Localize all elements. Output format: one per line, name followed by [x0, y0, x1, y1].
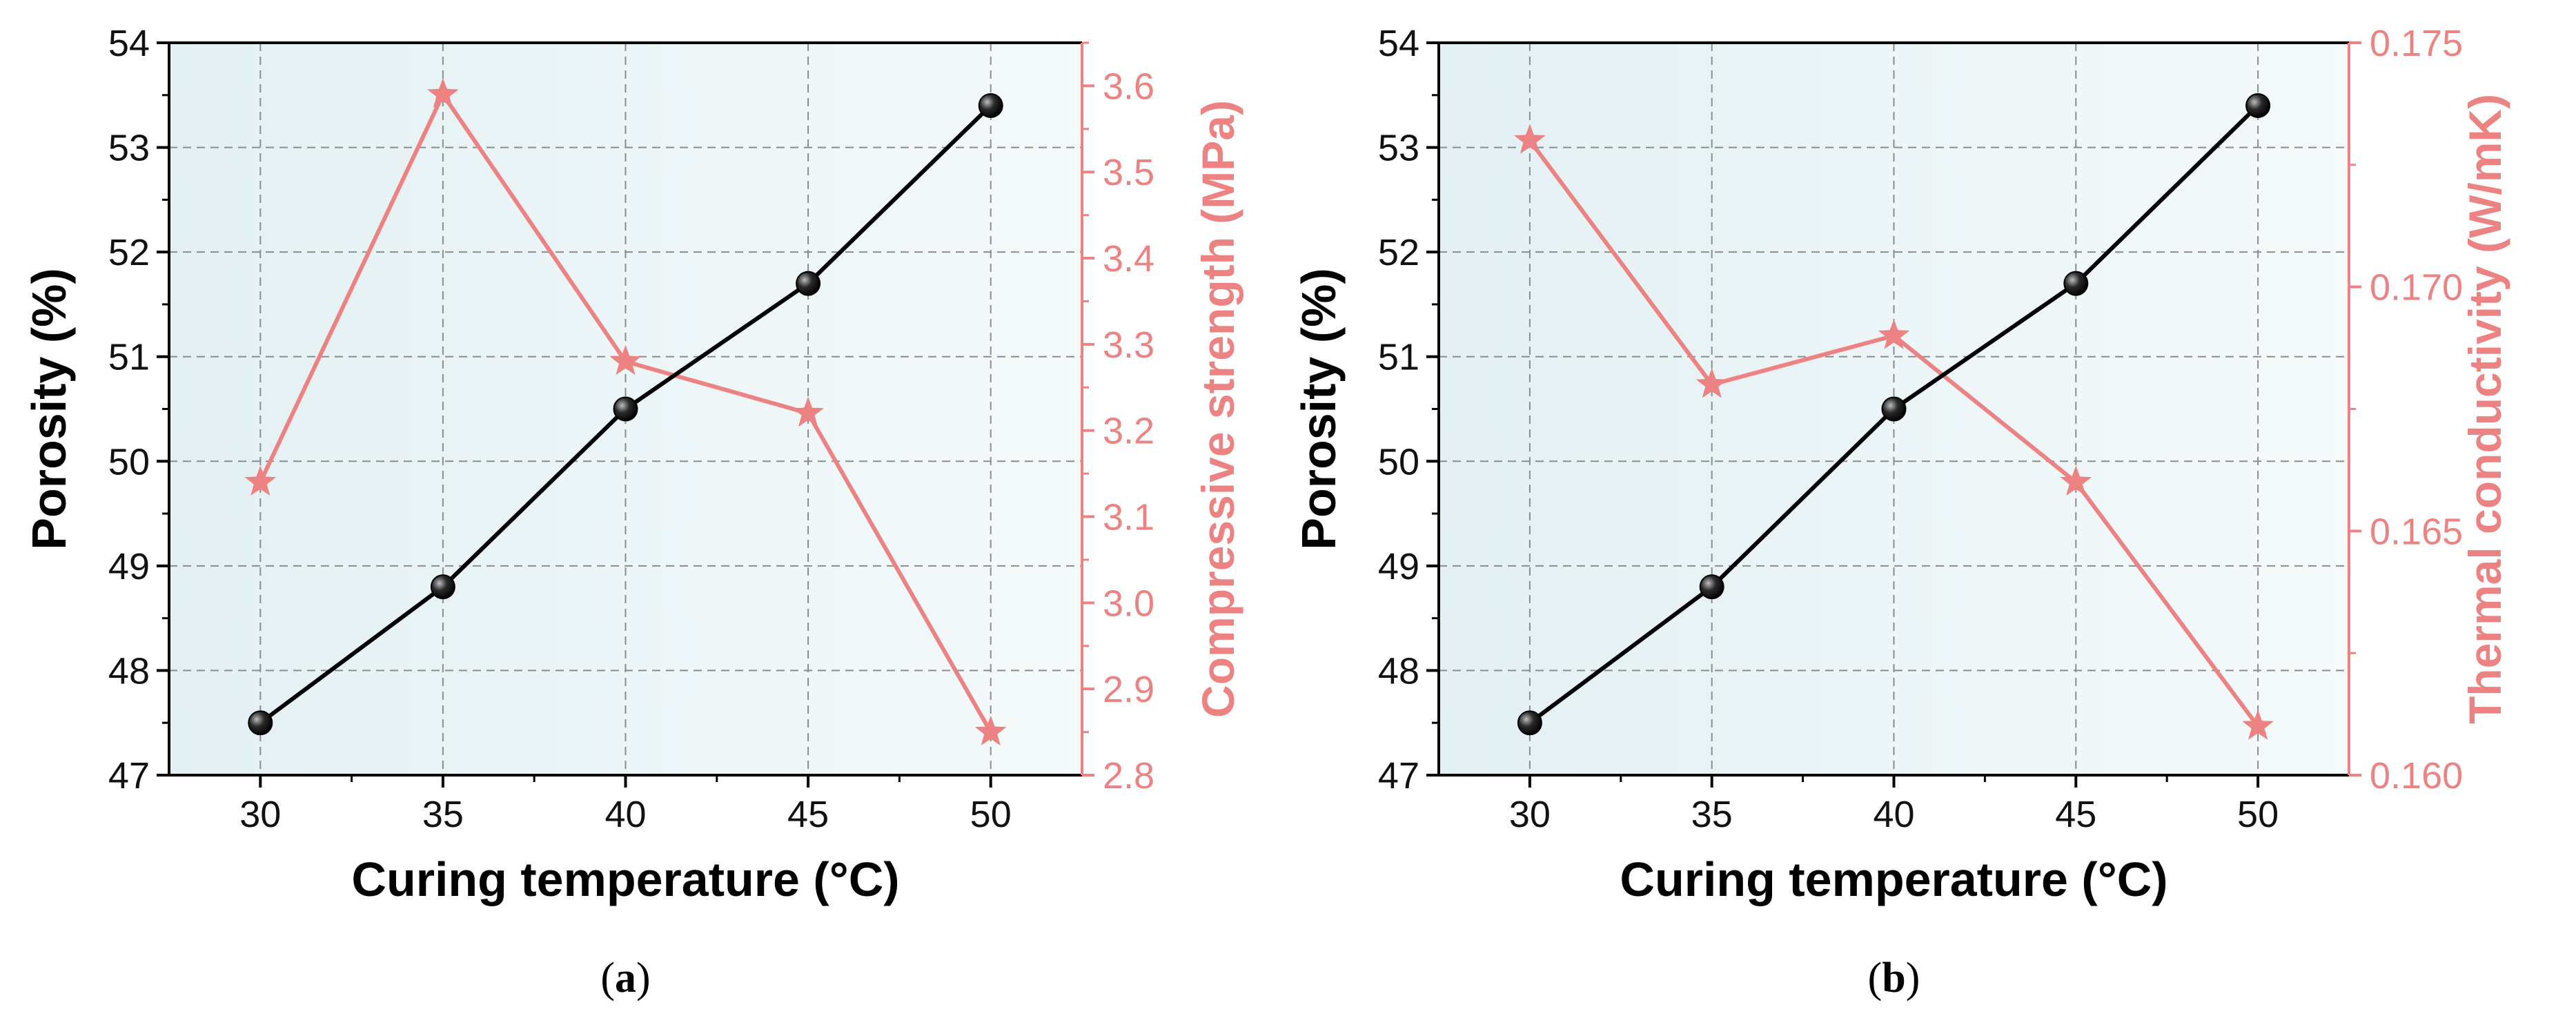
y-tick-label: 47: [108, 755, 150, 797]
y-tick-label: 54: [108, 23, 150, 64]
x-tick-label: 40: [1873, 794, 1914, 835]
y-tick-label: 49: [108, 546, 150, 587]
caption-paren-open: (: [1868, 955, 1882, 1002]
star-marker: [2242, 710, 2274, 740]
y-axis-title: Porosity (%): [1292, 268, 1346, 549]
y-tick-label: 49: [1378, 546, 1419, 587]
y-right-tick-label: 3.5: [1103, 152, 1154, 193]
y-right-tick-label: 3.3: [1103, 324, 1154, 366]
y-tick-label: 53: [108, 128, 150, 169]
y-right-tick-label: 0.160: [2370, 755, 2463, 797]
panel-caption: (a): [600, 955, 650, 1002]
sphere-marker: [2063, 271, 2089, 296]
y-right-tick-label: 3.6: [1103, 66, 1154, 107]
caption-letter: a: [615, 955, 636, 1002]
y-tick-label: 52: [108, 232, 150, 273]
x-axis-title: Curing temperature (°C): [1620, 852, 2167, 906]
y-right-tick-label: 3.2: [1103, 411, 1154, 452]
panel-b: 47 48 49 50 51 52 53 54 0.160 0.165 0.170 0.175 30 35…: [1292, 23, 2510, 1002]
y-right-axis-title: Compressive strength (MPa): [1192, 100, 1243, 718]
x-tick-label: 40: [604, 794, 646, 835]
star-marker: [1695, 368, 1728, 398]
y-right-tick-label: 3.0: [1103, 583, 1154, 624]
caption-paren-close: ): [1906, 955, 1920, 1002]
y-tick-label: 50: [1378, 441, 1419, 482]
y-right-tick-label: 2.8: [1103, 755, 1154, 797]
x-tick-label: 50: [2237, 794, 2279, 835]
y-tick-label: 53: [1378, 128, 1419, 169]
star-marker: [427, 77, 459, 108]
y-tick-label: 47: [1378, 755, 1419, 797]
x-tick-label: 45: [2055, 794, 2096, 835]
y-right-tick-label: 2.9: [1103, 669, 1154, 710]
star-marker: [609, 344, 642, 375]
sphere-marker: [248, 710, 273, 736]
sphere-marker: [796, 271, 821, 296]
y-tick-label: 54: [1378, 23, 1419, 64]
y-tick-label: 50: [108, 441, 150, 482]
y-right-tick-label: 0.165: [2370, 511, 2463, 552]
x-tick-label: 30: [239, 794, 281, 835]
sphere-marker: [1517, 710, 1542, 736]
star-marker: [792, 396, 824, 427]
sphere-marker: [2245, 92, 2271, 118]
y-tick-label: 51: [1378, 337, 1419, 378]
caption-paren-open: (: [600, 955, 615, 1002]
y-tick-label: 51: [108, 337, 150, 378]
star-marker: [1878, 319, 1910, 349]
x-tick-label: 50: [970, 794, 1012, 835]
x-axis-title: Curing temperature (°C): [351, 852, 899, 906]
x-tick-label: 30: [1509, 794, 1551, 835]
sphere-marker: [1699, 574, 1724, 600]
sphere-marker: [1881, 396, 1907, 422]
y-tick-label: 48: [1378, 650, 1419, 692]
y-right-tick-label: 0.170: [2370, 267, 2463, 309]
y-right-tick-label: 3.4: [1103, 238, 1154, 280]
x-tick-label: 35: [1691, 794, 1733, 835]
y-tick-label: 48: [108, 650, 150, 692]
panel-caption: (b): [1868, 955, 1920, 1002]
star-marker: [244, 465, 277, 496]
caption-letter: b: [1882, 955, 1905, 1002]
star-marker: [2060, 465, 2092, 496]
x-tick-label: 35: [422, 794, 464, 835]
star-marker: [1514, 124, 1546, 154]
sphere-marker: [613, 396, 638, 422]
caption-paren-close: ): [636, 955, 651, 1002]
star-marker: [974, 715, 1007, 745]
y-right-axis-title: Thermal conductivity (W/mK): [2459, 94, 2510, 724]
x-tick-label: 45: [787, 794, 829, 835]
y-right-tick-label: 3.1: [1103, 497, 1154, 538]
y-tick-label: 52: [1378, 232, 1419, 273]
panel-a: 47 48 49 50 51 52 53 54 2.8 2.9 3.0 3.1 3.2 3.3 3.4 3.5…: [22, 23, 1243, 1002]
y-right-tick-label: 0.175: [2370, 23, 2463, 64]
sphere-marker: [978, 92, 1003, 118]
sphere-marker: [430, 574, 455, 600]
y-axis-title: Porosity (%): [22, 268, 76, 549]
